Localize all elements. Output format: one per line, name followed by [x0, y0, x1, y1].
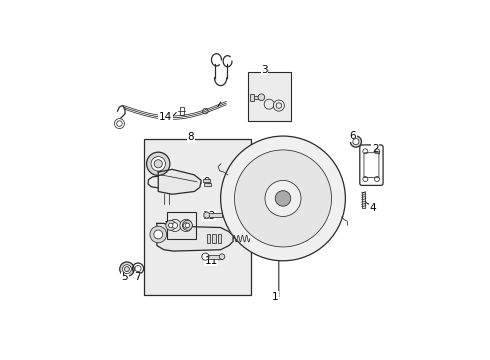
Circle shape	[169, 223, 173, 228]
Bar	[145, 139, 251, 296]
Circle shape	[182, 220, 193, 230]
Bar	[250, 94, 254, 101]
Text: 3: 3	[261, 64, 268, 75]
Text: 7: 7	[134, 273, 141, 283]
Text: 6: 6	[349, 131, 356, 141]
Circle shape	[166, 220, 176, 230]
Circle shape	[353, 139, 359, 145]
Text: 8: 8	[188, 132, 195, 143]
Circle shape	[180, 219, 192, 231]
Text: 2: 2	[372, 144, 379, 153]
Circle shape	[124, 267, 129, 271]
Bar	[180, 107, 184, 115]
Bar	[167, 212, 196, 239]
Bar	[362, 192, 366, 208]
Circle shape	[183, 223, 189, 228]
Text: 1: 1	[272, 292, 279, 302]
Circle shape	[185, 223, 190, 228]
Text: 14: 14	[159, 112, 172, 122]
Bar	[204, 183, 211, 186]
Text: 13: 13	[202, 211, 216, 221]
Circle shape	[154, 230, 163, 239]
Circle shape	[219, 254, 225, 260]
Circle shape	[154, 160, 162, 168]
Circle shape	[172, 223, 178, 228]
Text: 5: 5	[122, 273, 128, 283]
Circle shape	[169, 219, 181, 231]
Circle shape	[120, 262, 134, 276]
Circle shape	[265, 180, 301, 216]
Circle shape	[275, 191, 291, 206]
Bar	[252, 96, 261, 99]
Bar	[212, 234, 216, 243]
Circle shape	[147, 152, 170, 175]
Text: 4: 4	[369, 203, 376, 213]
Polygon shape	[158, 169, 201, 194]
Circle shape	[350, 136, 362, 147]
Text: 9: 9	[203, 177, 210, 187]
Circle shape	[258, 94, 265, 100]
Circle shape	[235, 150, 332, 247]
Text: 11: 11	[205, 256, 218, 266]
Text: 12: 12	[157, 159, 170, 169]
Bar	[208, 255, 222, 258]
Circle shape	[220, 136, 345, 261]
Bar	[207, 234, 210, 243]
Polygon shape	[204, 212, 210, 219]
Bar	[248, 72, 292, 121]
Circle shape	[150, 226, 167, 243]
Bar	[218, 234, 221, 243]
Circle shape	[151, 157, 166, 171]
Circle shape	[122, 265, 131, 274]
Bar	[203, 179, 210, 182]
Bar	[207, 213, 222, 217]
Text: 10: 10	[164, 221, 177, 231]
Polygon shape	[157, 223, 233, 251]
